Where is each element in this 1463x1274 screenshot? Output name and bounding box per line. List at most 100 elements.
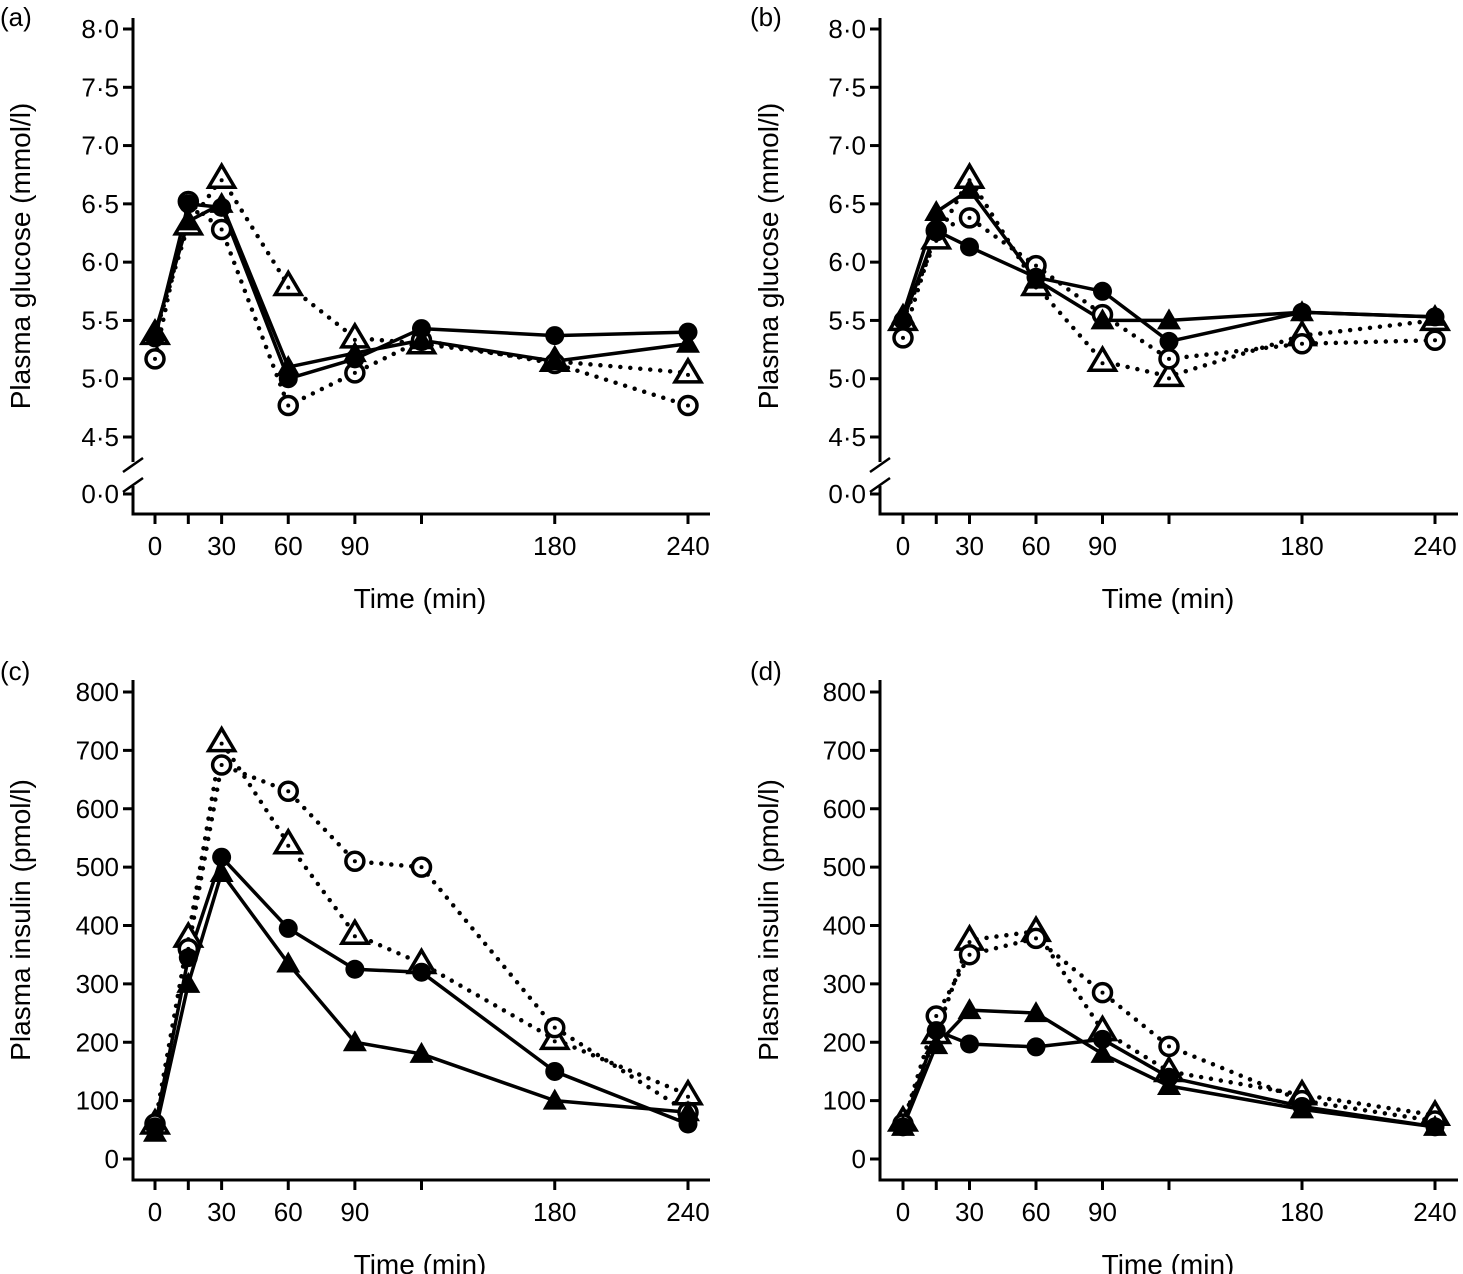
y-tick-label: 800 — [823, 677, 866, 707]
y-tick-label: 4·5 — [828, 422, 866, 452]
y-tick-label: 300 — [823, 969, 866, 999]
y-tick-label: 200 — [76, 1027, 119, 1057]
data-point-open-circle-center — [934, 1013, 939, 1018]
data-point-open-triangle-center — [352, 934, 357, 939]
x-tick-label: 180 — [1280, 531, 1323, 561]
data-point-filled-triangle — [1090, 308, 1115, 330]
panel-label: (c) — [0, 656, 30, 686]
data-point-filled-circle — [1292, 1096, 1312, 1116]
x-axis-label: Time (min) — [354, 1249, 487, 1274]
data-point-filled-circle — [345, 959, 365, 979]
data-point-open-circle-center — [1167, 356, 1171, 361]
y-tick-label: 100 — [823, 1086, 866, 1116]
data-point-open-circle-center — [1034, 936, 1038, 941]
data-point-open-triangle — [1152, 359, 1186, 388]
y-tick-label: 0·0 — [81, 479, 119, 509]
x-tick-label: 60 — [274, 531, 303, 561]
y-tick-label: 600 — [76, 794, 119, 824]
data-point-filled-circle — [926, 221, 946, 241]
data-point-open-circle-center — [352, 859, 357, 864]
data-point-filled-triangle — [676, 1100, 700, 1122]
x-tick-label: 90 — [1088, 1197, 1117, 1227]
data-point-filled-circle — [1292, 302, 1312, 322]
data-point-filled-circle — [345, 349, 365, 369]
x-tick-label: 90 — [340, 1197, 369, 1227]
data-point-filled-circle — [678, 1114, 698, 1134]
data-point-open-triangle — [338, 917, 371, 946]
data-point-open-circle-center — [352, 370, 357, 375]
y-tick-label: 6·0 — [81, 247, 119, 277]
y-tick-label: 7·5 — [81, 72, 119, 102]
y-tick-label: 700 — [823, 735, 866, 765]
panel-label: (d) — [750, 656, 782, 686]
panel-a: (a) 0·0 4·5 5·0 5·5 6·0 6·5 7·0 7·5 8·0 0 30 60 90 180… — [0, 2, 710, 614]
x-tick-label: 180 — [1280, 1197, 1323, 1227]
data-point-filled-circle — [1093, 281, 1112, 301]
data-point-open-circle-center — [419, 865, 424, 870]
data-point-filled-circle — [178, 948, 198, 968]
data-point-filled-circle — [960, 237, 979, 257]
data-point-open-triangle-center — [1167, 376, 1171, 381]
y-tick-label: 6·0 — [828, 247, 866, 277]
data-point-filled-triangle — [342, 1030, 367, 1052]
data-point-filled-circle — [545, 1061, 565, 1081]
data-point-open-triangle-center — [686, 1094, 690, 1099]
data-point-open-circle-center — [286, 789, 291, 794]
y-tick-label: 6·5 — [81, 189, 119, 219]
data-point-open-triangle-center — [686, 372, 690, 377]
series-line-open-triangle — [152, 735, 691, 1127]
data-point-open-triangle — [671, 356, 705, 384]
x-tick-label: 0 — [148, 1197, 162, 1227]
data-point-filled-circle — [1159, 331, 1179, 351]
data-point-open-circle-center — [153, 356, 157, 361]
y-tick-label: 5·5 — [828, 305, 866, 335]
y-axis-label: Plasma glucose (mmol/l) — [5, 103, 36, 410]
x-tick-label: 0 — [148, 531, 162, 561]
x-tick-label: 240 — [666, 531, 709, 561]
series-line-open-circle — [900, 935, 1438, 1127]
data-point-open-triangle-center — [219, 178, 224, 183]
data-point-filled-circle — [893, 310, 913, 330]
data-point-filled-circle — [145, 1117, 165, 1137]
y-tick-label: 300 — [76, 969, 119, 999]
series-line-open-circle — [152, 761, 691, 1127]
data-point-filled-triangle — [1024, 1001, 1048, 1023]
data-point-open-triangle-center — [1100, 361, 1105, 366]
x-tick-label: 60 — [274, 1197, 303, 1227]
y-tick-label: 8·0 — [828, 14, 866, 44]
y-tick-label: 800 — [76, 677, 119, 707]
data-point-open-triangle-center — [967, 940, 972, 945]
y-axis-label: Plasma glucose (mmol/l) — [753, 103, 784, 410]
panel-label: (a) — [0, 2, 32, 32]
data-point-filled-circle — [1159, 1067, 1179, 1087]
data-point-open-circle-center — [1100, 990, 1105, 995]
data-point-filled-triangle — [176, 971, 201, 993]
data-point-filled-triangle — [957, 177, 982, 199]
data-point-open-circle-center — [1034, 263, 1038, 268]
x-tick-label: 30 — [207, 531, 236, 561]
y-tick-label: 0·0 — [828, 479, 866, 509]
axis-break-mark — [122, 456, 144, 474]
x-tick-label: 0 — [896, 531, 910, 561]
data-point-open-circle-center — [1300, 341, 1304, 346]
data-point-filled-circle — [412, 962, 431, 982]
y-tick-label: 5·5 — [81, 305, 119, 335]
data-point-open-triangle — [205, 161, 238, 189]
data-point-filled-triangle — [209, 860, 234, 882]
data-point-filled-triangle — [924, 200, 949, 222]
x-tick-label: 240 — [1413, 1197, 1456, 1227]
y-tick-label: 6·5 — [828, 189, 866, 219]
data-point-open-circle-center — [286, 403, 291, 408]
series-line-filled-triangle — [153, 871, 689, 1134]
x-tick-label: 60 — [1022, 531, 1051, 561]
y-tick-label: 0 — [105, 1144, 119, 1174]
data-point-open-triangle-center — [552, 1039, 557, 1044]
x-axis-label: Time (min) — [354, 583, 487, 614]
y-tick-label: 600 — [823, 794, 866, 824]
axis-break-mark — [869, 456, 891, 474]
data-point-filled-triangle — [676, 331, 700, 353]
data-point-filled-triangle — [276, 951, 301, 973]
panel-label: (b) — [750, 2, 782, 32]
panel-d: (d) 0 100 200 300 400 500 600 700 800 0 30 60 90 180 24… — [750, 656, 1458, 1274]
